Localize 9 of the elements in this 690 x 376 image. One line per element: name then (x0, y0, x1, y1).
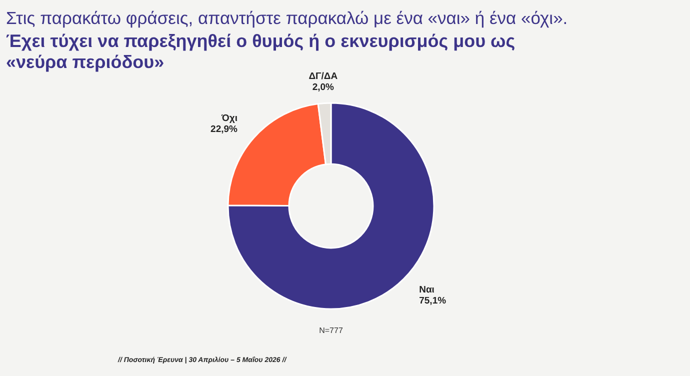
chart-title: Στις παρακάτω φράσεις, απαντήστε παρακαλώ με ένα «ναι» ή ένα «όχι». (6, 8, 568, 28)
chart-subtitle: Έχει τύχει να παρεξηγηθεί ο θυμός ή ο εκνευρισμός μου ως «νεύρα περιόδου» (6, 31, 516, 72)
slice-label: Όχι (220, 113, 238, 124)
text: N=777 (319, 326, 344, 335)
slice-label: Ναι (419, 284, 435, 296)
data-label: 2,0% (312, 82, 335, 94)
data-label: 22,9% (210, 124, 238, 136)
data-label: 75,1% (419, 296, 447, 307)
slice-label: ΔΓ/ΔΑ (308, 71, 338, 82)
